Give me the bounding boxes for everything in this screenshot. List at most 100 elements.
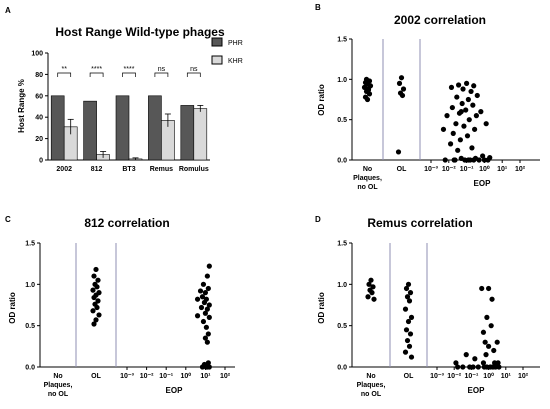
- panel-letter-d: D: [315, 215, 321, 224]
- data-point-eop: [483, 121, 489, 127]
- significance-bracket: [122, 72, 136, 77]
- data-point-eop: [480, 360, 487, 366]
- data-point-ol: [405, 281, 412, 287]
- data-point-eop: [473, 113, 479, 119]
- significance-label: ****: [124, 66, 135, 73]
- group-label-no-plaques: Plaques,: [357, 382, 386, 389]
- y-tick-label: 1.5: [337, 241, 347, 248]
- data-point-eop: [199, 364, 206, 370]
- data-point-ol: [402, 349, 409, 355]
- data-point-ol: [407, 331, 414, 337]
- y-axis-label: OD ratio: [317, 292, 326, 324]
- x-tick-label: 10¹: [501, 373, 512, 380]
- data-point-no-plaques: [371, 296, 377, 302]
- significance-label: ****: [91, 66, 102, 73]
- data-point-eop: [469, 145, 475, 151]
- y-tick-label: 0.0: [337, 365, 347, 372]
- data-point-eop: [483, 352, 489, 358]
- data-point-eop: [447, 141, 454, 147]
- data-point-eop: [202, 335, 208, 341]
- data-point-no-plaques: [370, 284, 376, 290]
- data-point-ol: [93, 317, 99, 323]
- significance-label: **: [61, 66, 67, 73]
- group-label-no-plaques: Plaques,: [353, 175, 382, 182]
- significance-bracket: [89, 72, 104, 77]
- data-point-ol: [93, 266, 99, 273]
- data-point-no-plaques: [368, 277, 374, 283]
- data-point-eop: [206, 314, 212, 320]
- data-point-eop: [464, 133, 471, 139]
- data-point-eop: [472, 356, 478, 362]
- data-point-eop: [455, 82, 462, 88]
- x-tick-label: 10⁻¹: [460, 166, 474, 173]
- data-point-ol: [408, 354, 415, 360]
- data-point-eop: [471, 157, 477, 163]
- y-tick-label: 20: [35, 136, 43, 143]
- data-point-eop: [481, 157, 487, 163]
- legend-swatch-khr: [211, 55, 223, 65]
- panel-a-bar-chart: A Host Range Wild-type phages Host Range…: [5, 6, 243, 173]
- group-label-no-plaques: No: [366, 373, 375, 380]
- data-point-ol: [90, 308, 96, 314]
- data-point-no-plaques: [363, 76, 370, 82]
- data-point-eop: [194, 313, 201, 319]
- y-tick-label: 80: [35, 72, 43, 79]
- data-point-eop: [494, 339, 500, 345]
- data-point-ol: [407, 290, 414, 296]
- x-tick-label: Remus: [150, 166, 173, 173]
- data-point-eop: [198, 304, 205, 311]
- data-point-eop: [453, 121, 459, 127]
- significance-label: ns: [158, 66, 166, 73]
- group-label-no-plaques: no OL: [357, 184, 378, 191]
- data-point-ol: [396, 80, 403, 86]
- data-point-eop: [202, 310, 208, 316]
- data-point-eop: [461, 123, 467, 129]
- x-tick-label: 10⁻³: [120, 373, 134, 380]
- y-axis-label: OD ratio: [8, 292, 17, 324]
- chart-title-812: 812 correlation: [84, 216, 169, 230]
- x-tick-label: 10²: [518, 373, 529, 380]
- data-point-eop: [486, 343, 492, 349]
- data-point-eop: [452, 157, 458, 163]
- data-point-ol: [95, 298, 101, 304]
- data-point-eop: [455, 364, 461, 370]
- y-tick-label: 0.0: [25, 365, 35, 372]
- data-point-eop: [458, 109, 464, 115]
- y-tick-label: 40: [35, 115, 43, 122]
- x-axis-label-eop: EOP: [474, 179, 492, 188]
- data-point-eop: [468, 88, 474, 95]
- data-point-eop: [199, 294, 206, 300]
- data-point-eop: [491, 347, 497, 354]
- chart-title-remus: Remus correlation: [367, 216, 472, 230]
- data-point-ol: [404, 337, 411, 344]
- data-point-ol: [91, 273, 97, 279]
- y-tick-label: 1.0: [25, 282, 35, 289]
- data-point-eop: [471, 83, 477, 89]
- data-point-eop: [442, 157, 448, 163]
- group-label-ol: OL: [397, 166, 407, 173]
- panel-letter-c: C: [5, 215, 11, 224]
- x-tick-label: 10⁻³: [424, 166, 438, 173]
- data-point-ol: [403, 327, 410, 333]
- data-point-eop: [459, 100, 465, 107]
- data-point-eop: [466, 117, 472, 123]
- data-point-ol: [404, 294, 411, 300]
- x-tick-label: 10⁻¹: [159, 373, 173, 380]
- data-point-eop: [480, 329, 487, 335]
- data-point-ol: [94, 304, 100, 311]
- plot-area: 0.0 0.5 1.0 1.5 No Plaques, no OL OL 10⁻³ 10⁻² 10⁻…: [337, 241, 540, 398]
- data-point-eop: [454, 94, 460, 100]
- y-axis-label: Host Range %: [17, 79, 26, 133]
- x-tick-label: Romulus: [179, 166, 209, 173]
- group-label-no-plaques: No: [53, 373, 62, 380]
- panel-letter-a: A: [5, 6, 11, 15]
- data-point-eop: [480, 153, 486, 159]
- data-point-ol: [399, 92, 406, 99]
- data-point-eop: [484, 314, 490, 320]
- y-tick-label: 0.5: [25, 323, 35, 330]
- bar-phr-812: [83, 100, 97, 161]
- y-tick-label: 0: [39, 158, 43, 165]
- y-tick-label: 0.0: [337, 158, 347, 165]
- legend: PHR KHR: [211, 37, 243, 65]
